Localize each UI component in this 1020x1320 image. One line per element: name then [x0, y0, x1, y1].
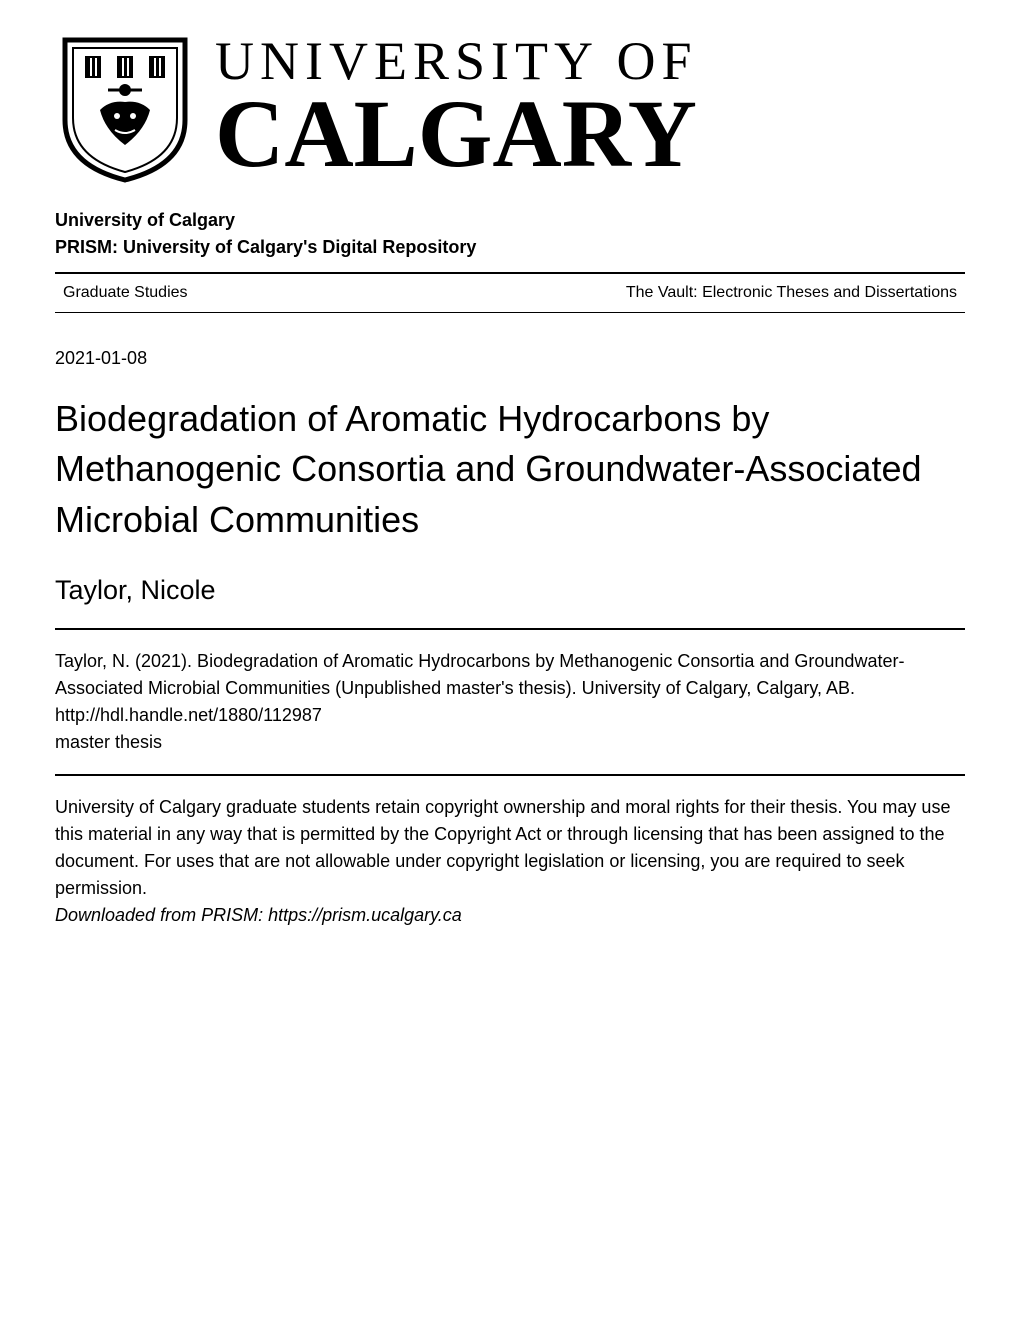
- meta-row: Graduate Studies The Vault: Electronic T…: [55, 274, 965, 312]
- downloaded-from: Downloaded from PRISM: https://prism.uca…: [55, 902, 965, 929]
- publication-date: 2021-01-08: [55, 348, 965, 369]
- citation-handle: http://hdl.handle.net/1880/112987: [55, 702, 965, 729]
- rights-block: University of Calgary graduate students …: [55, 776, 965, 929]
- logo-container: UNIVERSITY OF CALGARY: [55, 30, 965, 185]
- university-shield-logo: [55, 30, 195, 185]
- divider-meta-bottom: [55, 312, 965, 313]
- citation-text: Taylor, N. (2021). Biodegradation of Aro…: [55, 648, 965, 702]
- meta-right: The Vault: Electronic Theses and Dissert…: [626, 284, 957, 302]
- university-name: University of Calgary: [55, 210, 965, 231]
- thesis-title: Biodegradation of Aromatic Hydrocarbons …: [55, 394, 965, 545]
- logo-wordmark: UNIVERSITY OF CALGARY: [215, 36, 698, 178]
- logo-text-bottom: CALGARY: [215, 88, 698, 179]
- citation-block: Taylor, N. (2021). Biodegradation of Aro…: [55, 630, 965, 774]
- rights-text: University of Calgary graduate students …: [55, 794, 965, 902]
- meta-left: Graduate Studies: [63, 284, 188, 302]
- citation-type: master thesis: [55, 729, 965, 756]
- author-name: Taylor, Nicole: [55, 575, 965, 606]
- repository-name: PRISM: University of Calgary's Digital R…: [55, 237, 965, 258]
